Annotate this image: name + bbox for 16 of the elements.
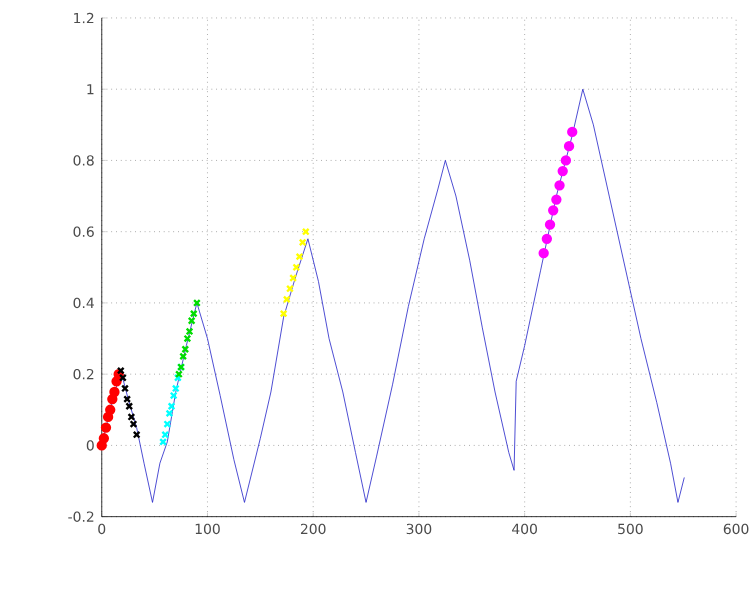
point bbox=[121, 384, 130, 393]
point bbox=[567, 126, 578, 137]
point bbox=[551, 194, 562, 205]
point bbox=[563, 140, 575, 152]
point bbox=[544, 219, 556, 230]
point bbox=[554, 179, 565, 191]
point bbox=[541, 233, 553, 244]
point bbox=[538, 247, 549, 258]
point bbox=[105, 404, 116, 415]
point bbox=[100, 422, 112, 433]
point bbox=[560, 155, 572, 166]
point bbox=[548, 204, 559, 216]
point bbox=[98, 432, 110, 444]
point bbox=[129, 419, 138, 428]
point bbox=[557, 165, 568, 177]
point bbox=[109, 386, 120, 397]
